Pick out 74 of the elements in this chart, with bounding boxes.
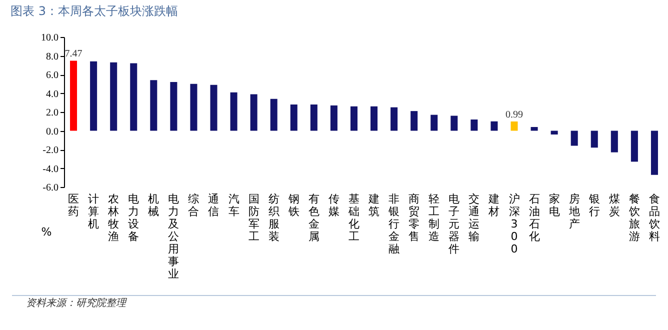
y-tick-label: 2.0 xyxy=(46,108,58,118)
data-label: 7.47 xyxy=(64,48,82,60)
bar xyxy=(310,104,318,131)
y-axis-title: % xyxy=(41,226,52,238)
y-tick-label: 10.0 xyxy=(41,32,58,44)
x-tick-label: 煤炭 xyxy=(608,192,620,218)
bar xyxy=(610,130,618,152)
bar xyxy=(630,130,638,162)
x-tick-label: 基础化工 xyxy=(347,192,360,243)
data-label: 0.99 xyxy=(506,109,523,120)
bar xyxy=(190,84,198,131)
y-tick-label: 8.0 xyxy=(46,51,58,62)
x-tick-label: 沪深300 xyxy=(508,192,520,256)
bar xyxy=(150,80,158,131)
x-tick-label: 机械 xyxy=(148,192,160,218)
x-tick-label: 汽车 xyxy=(228,192,240,218)
x-tick-label: 商贸零售 xyxy=(408,192,420,243)
x-tick-label: 轻工制造 xyxy=(428,192,440,243)
x-tick-label: 电力设备 xyxy=(128,192,140,243)
y-tick-label: 4.0 xyxy=(46,88,58,100)
bar xyxy=(230,92,238,131)
bar xyxy=(530,127,538,131)
bar xyxy=(70,60,78,131)
x-tick-label: 房地产 xyxy=(568,192,580,230)
x-tick-label: 银行 xyxy=(588,192,600,218)
y-tick-label: -4.0 xyxy=(42,164,58,175)
x-tick-label: 医药 xyxy=(68,192,80,218)
bar xyxy=(390,107,398,131)
bar xyxy=(110,62,118,131)
x-tick-label: 钢铁 xyxy=(287,192,300,218)
bar xyxy=(430,114,438,131)
bar xyxy=(350,106,358,131)
bar xyxy=(490,121,498,131)
x-tick-label: 电力及公用事业 xyxy=(168,192,180,280)
x-tick-label: 纺织服装 xyxy=(268,192,280,243)
bar xyxy=(370,106,378,131)
text: 资料来源：研究院整理 xyxy=(12,295,656,310)
bar xyxy=(450,116,458,131)
bar xyxy=(550,130,558,134)
y-tick-label: 0.0 xyxy=(46,126,58,138)
bar xyxy=(270,98,278,131)
bar xyxy=(590,130,598,148)
x-tick-label: 电子元器件 xyxy=(448,192,460,256)
x-tick-label: 综合 xyxy=(188,192,200,218)
bar xyxy=(510,121,518,131)
x-tick-label: 计算机 xyxy=(88,192,100,230)
bar xyxy=(90,61,98,131)
bar xyxy=(330,105,338,131)
x-tick-label: 建筑 xyxy=(368,192,380,218)
x-tick-label: 通信 xyxy=(208,192,220,218)
x-tick-label: 非银行金融 xyxy=(388,192,400,256)
y-tick-label: -6.0 xyxy=(42,182,58,194)
bar xyxy=(470,120,478,131)
bar xyxy=(170,82,178,131)
x-tick-label: 餐饮旅游 xyxy=(628,192,640,243)
bar xyxy=(570,130,578,146)
x-tick-label: 交通运输 xyxy=(468,192,480,243)
y-tick-label: -2.0 xyxy=(42,145,58,156)
x-tick-label: 国防军工 xyxy=(248,192,260,243)
x-tick-label: 农林牧渔 xyxy=(107,192,120,243)
x-tick-label: 建材 xyxy=(488,192,500,218)
bar xyxy=(130,63,138,131)
y-tick-label: 6.0 xyxy=(46,70,58,81)
bar xyxy=(290,104,298,131)
x-tick-label: 家电 xyxy=(548,192,560,218)
x-tick-label: 食品饮料 xyxy=(648,192,660,243)
x-tick-label: 有色金属 xyxy=(308,192,320,243)
x-tick-label: 石油石化 xyxy=(528,192,540,243)
bar xyxy=(410,111,418,131)
bar xyxy=(650,130,658,175)
bar xyxy=(250,94,258,131)
bar xyxy=(210,84,218,131)
x-tick-label: 传媒 xyxy=(328,192,340,218)
chart-title: 图表 3：本周各太子板块涨跌幅 xyxy=(10,4,178,18)
